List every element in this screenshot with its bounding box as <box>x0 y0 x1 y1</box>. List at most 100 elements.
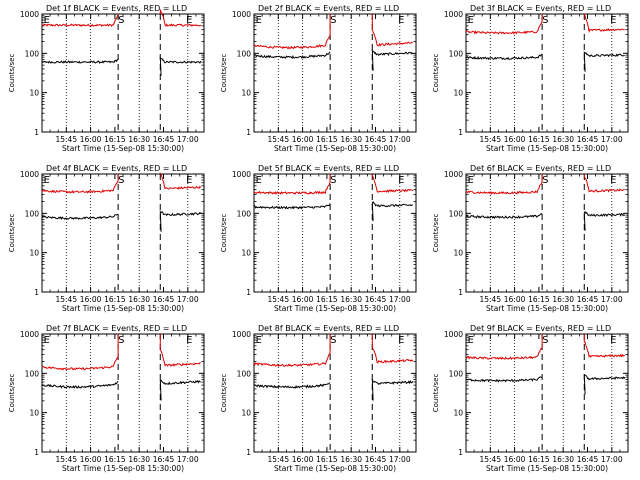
x-tick-label: 16:15 <box>528 135 550 144</box>
y-tick-label: 10 <box>241 249 251 258</box>
y-tick-label: 10 <box>29 249 39 258</box>
detector-panel-9: Det 9f BLACK = Events, RED = LLD 1 10 100 10… <box>432 324 629 473</box>
y-tick-label: 100 <box>237 209 252 218</box>
event-marker: E <box>398 15 404 26</box>
x-tick-label: 17:00 <box>389 135 411 144</box>
x-tick-label: 16:45 <box>153 135 175 144</box>
y-axis-label: Counts/sec <box>432 214 440 253</box>
x-tick-label: 15:45 <box>479 455 501 464</box>
x-tick-label: 15:45 <box>479 135 501 144</box>
event-rate-series-pre-saa <box>466 212 543 220</box>
plot-frame <box>41 333 205 453</box>
event-rate-series-post-saa <box>371 49 414 71</box>
lld-rate-series-pre-saa <box>253 14 331 50</box>
y-tick-label: 1 <box>34 128 39 137</box>
y-tick-label: 1000 <box>232 10 251 19</box>
event-marker: E <box>256 15 262 26</box>
panel-title: Det 1f BLACK = Events, RED = LLD <box>46 4 187 13</box>
x-tick-label: 16:30 <box>552 135 574 144</box>
event-rate-series-pre-saa <box>253 203 331 210</box>
x-tick-label: 16:15 <box>528 455 550 464</box>
x-tick-label: 16:00 <box>504 135 526 144</box>
event-marker: S <box>118 15 124 26</box>
y-tick-label: 10 <box>241 409 251 418</box>
x-tick-label: 16:15 <box>104 135 126 144</box>
x-tick-label: 16:30 <box>340 135 362 144</box>
x-tick-label: 15:45 <box>267 455 289 464</box>
event-rate-series-post-saa <box>371 379 414 401</box>
detector-panel-8: Det 8f BLACK = Events, RED = LLD 1 10 100 10… <box>220 324 417 473</box>
x-axis-label: Start Time (15-Sep-08 15:30:00) <box>486 144 608 153</box>
y-tick-label: 100 <box>237 49 252 58</box>
detector-panel-3: Det 3f BLACK = Events, RED = LLD 1 10 100 10… <box>432 4 629 153</box>
x-tick-label: 17:00 <box>601 295 623 304</box>
x-tick-label: 16:00 <box>292 295 314 304</box>
detector-panel-4: Det 4f BLACK = Events, RED = LLD 1 10 100 10… <box>8 164 205 313</box>
y-axis-label: Counts/sec <box>220 54 228 93</box>
event-marker: E <box>186 15 192 26</box>
event-rate-series-post-saa <box>371 200 413 222</box>
panel-title: Det 3f BLACK = Events, RED = LLD <box>470 4 611 13</box>
event-rate-series-pre-saa <box>465 53 543 61</box>
lld-rate-series-post-saa <box>159 334 201 368</box>
x-tick-label: 16:45 <box>365 295 387 304</box>
x-tick-label: 16:45 <box>153 295 175 304</box>
x-tick-label: 17:00 <box>177 295 199 304</box>
event-marker: E <box>468 335 474 346</box>
detector-panel-1: Det 1f BLACK = Events, RED = LLD 1 10 100 10… <box>8 4 205 153</box>
detector-panel-5: Det 5f BLACK = Events, RED = LLD 1 10 100 10… <box>220 164 417 313</box>
event-rate-series-post-saa <box>583 51 625 72</box>
lld-rate-series-pre-saa <box>465 14 543 35</box>
x-axis-label: Start Time (15-Sep-08 15:30:00) <box>274 304 396 313</box>
x-tick-label: 16:45 <box>577 135 599 144</box>
y-tick-label: 10 <box>29 89 39 98</box>
lld-rate-series-post-saa <box>159 9 202 28</box>
event-marker: E <box>398 335 404 346</box>
panel-title: Det 2f BLACK = Events, RED = LLD <box>258 4 399 13</box>
event-rate-series-post-saa <box>159 379 201 401</box>
x-tick-label: 15:45 <box>55 295 77 304</box>
event-rate-series-pre-saa <box>41 213 119 221</box>
event-marker: E <box>44 15 50 26</box>
event-marker: S <box>542 175 548 186</box>
panel-title: Det 6f BLACK = Events, RED = LLD <box>470 164 611 173</box>
event-rate-series-post-saa <box>583 374 626 395</box>
lld-rate-series-post-saa <box>371 174 414 193</box>
y-tick-label: 1000 <box>232 170 251 179</box>
y-tick-label: 1000 <box>20 330 39 339</box>
event-rate-series-pre-saa <box>253 382 331 389</box>
y-tick-label: 10 <box>453 89 463 98</box>
lld-rate-series-post-saa <box>159 172 202 190</box>
event-marker: S <box>330 15 336 26</box>
event-marker: E <box>44 335 50 346</box>
x-tick-label: 16:00 <box>80 455 102 464</box>
x-tick-label: 17:00 <box>601 135 623 144</box>
event-marker: E <box>610 175 616 186</box>
panel-title: Det 7f BLACK = Events, RED = LLD <box>46 324 187 333</box>
y-axis-label: Counts/sec <box>432 54 440 93</box>
x-tick-label: 16:45 <box>153 455 175 464</box>
y-tick-label: 1000 <box>444 10 463 19</box>
event-rate-series-post-saa <box>583 210 626 231</box>
x-tick-label: 16:15 <box>104 295 126 304</box>
x-tick-label: 15:45 <box>55 135 77 144</box>
x-axis-label: Start Time (15-Sep-08 15:30:00) <box>486 464 608 473</box>
y-tick-label: 10 <box>453 249 463 258</box>
panel-title: Det 9f BLACK = Events, RED = LLD <box>470 324 611 333</box>
lld-rate-series-post-saa <box>583 174 625 193</box>
lld-rate-series-pre-saa <box>465 334 543 361</box>
y-tick-label: 1 <box>458 128 463 137</box>
y-tick-label: 10 <box>453 409 463 418</box>
x-tick-label: 17:00 <box>389 295 411 304</box>
y-tick-label: 100 <box>237 369 252 378</box>
x-axis-label: Start Time (15-Sep-08 15:30:00) <box>62 304 184 313</box>
x-axis-label: Start Time (15-Sep-08 15:30:00) <box>486 304 608 313</box>
y-axis-label: Counts/sec <box>432 374 440 413</box>
event-rate-series-post-saa <box>159 209 202 232</box>
lld-rate-series-post-saa <box>583 334 626 359</box>
event-marker: E <box>186 335 192 346</box>
y-tick-label: 10 <box>241 89 251 98</box>
lld-rate-series-pre-saa <box>41 14 119 28</box>
plot-frame <box>253 173 417 293</box>
y-tick-label: 100 <box>25 209 40 218</box>
